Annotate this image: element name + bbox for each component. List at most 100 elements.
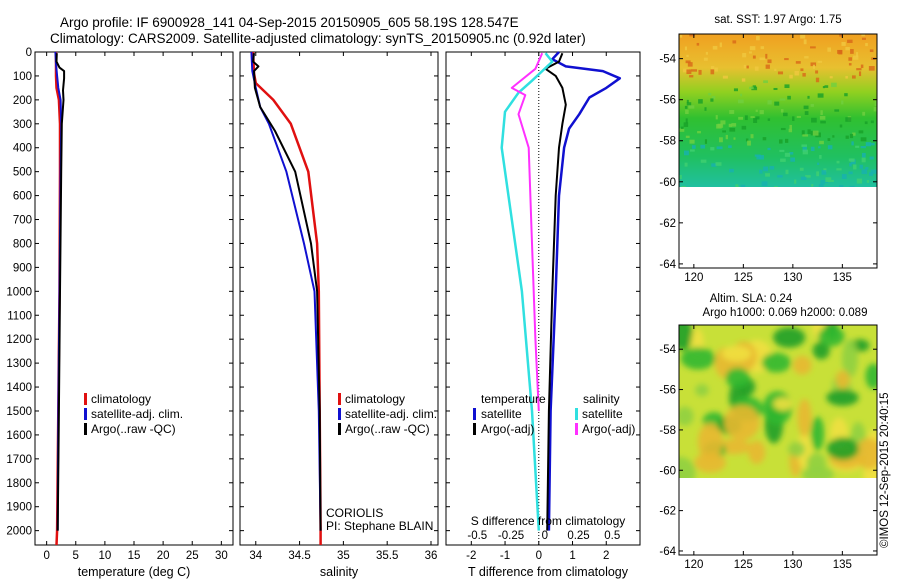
- sst-texture-cell: [807, 129, 811, 135]
- sst-texture-cell: [740, 184, 746, 187]
- sst-texture-cell: [681, 185, 686, 187]
- sst-texture-cell: [700, 159, 707, 163]
- sst-texture-cell: [777, 175, 783, 178]
- sst-texture-cell: [765, 53, 768, 59]
- title-line-1: Argo profile: IF 6900928_141 04-Sep-2015…: [60, 15, 519, 30]
- sst-texture-cell: [817, 162, 820, 165]
- sst-texture-cell: [769, 166, 775, 170]
- sst-texture-cell: [792, 116, 795, 122]
- sst-texture-cell: [683, 122, 689, 127]
- salinity-climatology-line: [251, 51, 322, 545]
- sla-texture-cell: [694, 384, 709, 397]
- lon-tick-label: 120: [684, 272, 703, 284]
- sst-texture-cell: [751, 86, 758, 91]
- sst-texture-cell: [861, 152, 866, 158]
- sla-texture-cell: [761, 352, 791, 373]
- sst-texture-cell: [858, 130, 864, 134]
- sst-texture-cell: [696, 42, 700, 46]
- sst-texture-cell: [827, 145, 833, 150]
- sst-texture-cell: [704, 139, 708, 144]
- sla-texture-cell: [835, 370, 850, 389]
- legend-swatch-climatology: [338, 393, 341, 405]
- sla-map-frame: [678, 324, 878, 556]
- sla-texture-cell: [788, 441, 806, 457]
- sst-texture-cell: [767, 100, 772, 105]
- t-difference-label: T difference from climatology: [468, 565, 629, 579]
- sst-texture-cell: [845, 135, 849, 139]
- salinity-y-ticks: [240, 51, 438, 532]
- sst-texture-cell: [714, 67, 718, 72]
- sst-texture-cell: [763, 80, 768, 84]
- sst-texture-cell: [789, 152, 794, 155]
- sst-texture-cell: [743, 64, 747, 69]
- sst-texture-cell: [735, 184, 739, 187]
- sst-texture-cell: [789, 124, 792, 130]
- x-tick-label: 34: [249, 550, 262, 562]
- pi-label: PI: Stephane BLAIN: [326, 519, 433, 533]
- sla-texture-cell: [679, 406, 694, 426]
- sst-texture-cell: [821, 170, 827, 175]
- sla-map-texture: [679, 325, 877, 478]
- sst-texture-cell: [869, 172, 874, 176]
- sst-texture-cell: [755, 116, 760, 120]
- x-tick-label: 34.5: [288, 550, 310, 562]
- sst-texture-cell: [811, 184, 814, 187]
- sst-texture-cell: [691, 69, 698, 72]
- sst-texture-cell: [831, 179, 834, 183]
- sst-texture-cell: [779, 98, 786, 101]
- sst-texture-cell: [728, 123, 733, 127]
- sst-texture-cell: [864, 121, 868, 125]
- temperature-lines: [54, 51, 66, 546]
- sst-texture-cell: [700, 144, 706, 149]
- depth-tick-label: 100: [13, 71, 32, 83]
- sst-map-frame: [678, 33, 878, 269]
- sst-texture-cell: [810, 62, 817, 67]
- sst-texture-cell: [824, 85, 829, 88]
- sst-texture-cell: [744, 115, 748, 121]
- sla-texture-cell: [679, 325, 693, 351]
- sst-texture-cell: [803, 39, 807, 45]
- sst-texture-cell: [859, 164, 863, 169]
- sst-texture-cell: [829, 76, 833, 79]
- sst-texture-cell: [689, 75, 694, 78]
- sst-texture-cell: [841, 100, 844, 105]
- sst-texture-cell: [715, 115, 718, 120]
- sst-texture-cell: [710, 147, 715, 151]
- sst-texture-cell: [710, 65, 715, 70]
- sst-texture-cell: [801, 144, 807, 147]
- sst-texture-cell: [750, 116, 755, 119]
- lon-tick-label: 130: [783, 272, 802, 284]
- sst-texture-cell: [820, 180, 825, 185]
- depth-tick-label: 1300: [6, 358, 32, 370]
- sst-texture-cell: [825, 177, 832, 183]
- sst-texture-cell: [822, 86, 825, 89]
- sla-texture-cell: [725, 367, 750, 388]
- sst-texture-cell: [860, 137, 867, 142]
- sst-texture-cell: [760, 46, 765, 50]
- sst-texture-cell: [838, 185, 844, 187]
- sst-texture-cell: [819, 115, 826, 120]
- sst-texture-cell: [796, 115, 801, 118]
- sst-texture-cell: [689, 149, 695, 152]
- x-tick-label: -1: [500, 550, 510, 562]
- sst-texture-cell: [815, 70, 819, 74]
- imos-credit: ©IMOS 12-Sep-2015 20:40:15: [879, 392, 891, 548]
- sst-texture-cell: [733, 88, 738, 92]
- sst-texture-cell: [704, 107, 707, 111]
- sst-texture-cell: [719, 137, 723, 143]
- sst-texture-cell: [868, 66, 875, 71]
- legend-label-s-argo: Argo(-adj): [582, 422, 635, 436]
- salinity-legend: climatology satellite-adj. clim. Argo(..…: [338, 392, 437, 436]
- sst-texture-cell: [789, 74, 793, 79]
- sst-texture-cell: [841, 174, 847, 179]
- sst-texture-cell: [784, 84, 790, 89]
- sst-texture-cell: [851, 141, 854, 146]
- x-tick-label: 36: [425, 550, 438, 562]
- sst-texture-cell: [845, 47, 850, 51]
- sst-texture-cell: [729, 168, 734, 173]
- sst-texture-cell: [820, 110, 823, 115]
- depth-tick-label: 1200: [6, 334, 32, 346]
- depth-tick-label: 200: [13, 95, 32, 107]
- sst-texture-cell: [689, 139, 695, 144]
